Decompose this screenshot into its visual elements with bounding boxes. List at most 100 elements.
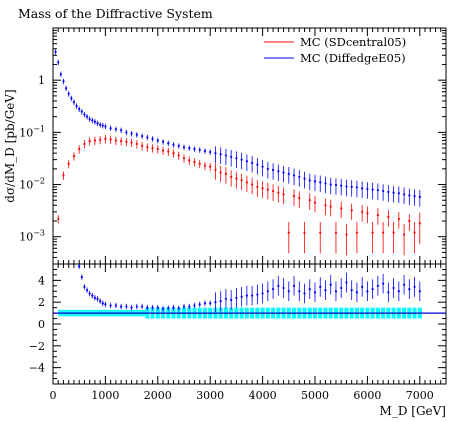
data-point [130, 141, 133, 144]
ratio-point [140, 305, 144, 308]
data-point [85, 115, 89, 118]
data-point [198, 162, 201, 165]
data-point [361, 187, 364, 190]
ratio-point [251, 294, 254, 297]
data-point [355, 231, 359, 234]
ratio-point [277, 284, 280, 287]
y-tick-label: 10−3 [19, 229, 45, 244]
data-point [75, 104, 78, 108]
x-tick-label: 1000 [91, 389, 119, 402]
data-point [371, 231, 374, 234]
data-point [382, 189, 385, 193]
data-point [99, 123, 102, 126]
data-point [319, 181, 322, 184]
data-point [230, 155, 233, 158]
data-point [177, 144, 180, 148]
data-point [219, 171, 222, 174]
ratio-point [340, 286, 343, 290]
data-point [172, 152, 175, 155]
data-point [366, 187, 369, 191]
ratio-point [198, 303, 201, 306]
data-point [340, 184, 343, 187]
ratio-point [408, 287, 411, 291]
data-point [156, 147, 159, 151]
data-point [402, 193, 406, 196]
ratio-point [167, 307, 170, 310]
data-point [324, 182, 327, 185]
y-axis-label: dσ/dM_D [pb/GeV] [3, 89, 17, 202]
ratio-y-tick-label: 2 [38, 296, 45, 309]
data-point [251, 161, 254, 164]
ratio-point [303, 292, 306, 295]
data-point [80, 110, 83, 113]
x-axis-label: M_D [GeV] [380, 404, 446, 418]
data-point [277, 170, 280, 173]
data-point [402, 233, 406, 236]
ratio-point [219, 299, 222, 303]
ratio-point [214, 301, 217, 304]
data-point [209, 165, 212, 168]
data-point [251, 183, 254, 186]
data-point [266, 188, 269, 191]
y-tick-label: 10−1 [19, 124, 45, 139]
data-point [271, 168, 275, 172]
data-point [140, 134, 144, 138]
data-point [203, 149, 207, 153]
data-point [62, 174, 65, 177]
data-point [78, 107, 81, 111]
data-point [193, 160, 196, 164]
data-point [219, 153, 222, 156]
data-point [125, 131, 128, 134]
data-point [298, 175, 301, 179]
data-point [240, 158, 243, 161]
data-point [287, 172, 290, 175]
ratio-point [308, 287, 311, 291]
x-tick-label: 2000 [144, 389, 172, 402]
data-point [261, 187, 264, 190]
data-point [193, 147, 196, 151]
ratio-point [130, 306, 133, 309]
data-point [156, 139, 159, 142]
data-point [387, 215, 390, 218]
ratio-point [203, 302, 207, 305]
data-point [70, 97, 73, 100]
ratio-point [376, 284, 379, 287]
data-point [140, 144, 144, 148]
ratio-plot-frame: 0 1000 2000 3000 4000 5000 6000 7000 4 2 0 −2 −4 [29, 263, 447, 402]
ratio-point [91, 294, 94, 297]
data-point [151, 146, 154, 150]
ratio-point [80, 275, 83, 279]
data-point [345, 185, 348, 188]
data-point [298, 196, 301, 200]
data-point [88, 117, 91, 121]
legend: MC (SDcentral05) MC (DiffedgeE05) [264, 35, 406, 65]
ratio-point [96, 297, 99, 301]
ratio-point [109, 304, 112, 307]
ratio-point [298, 290, 301, 293]
data-point [387, 190, 390, 194]
data-point [209, 150, 212, 154]
legend-label: MC (SDcentral05) [300, 35, 406, 49]
ratio-point [93, 296, 97, 299]
data-point [214, 152, 217, 155]
ratio-point [114, 304, 117, 307]
data-point [240, 179, 243, 182]
data-point [303, 177, 306, 180]
ratio-y-tick-label: 4 [38, 274, 45, 287]
x-tick-label: 4000 [249, 389, 277, 402]
data-point [135, 133, 138, 136]
ratio-plot-marks [53, 264, 446, 319]
data-point [329, 183, 332, 186]
data-point [355, 186, 359, 189]
data-point [54, 50, 57, 53]
x-tick-label: 3000 [196, 389, 224, 402]
ratio-point [418, 290, 421, 293]
data-point [161, 149, 165, 152]
data-point [308, 179, 311, 182]
data-point [130, 132, 133, 135]
data-point [308, 199, 311, 202]
data-point [93, 120, 97, 123]
data-point [235, 157, 238, 160]
ratio-point [261, 292, 264, 295]
data-point [146, 136, 149, 139]
